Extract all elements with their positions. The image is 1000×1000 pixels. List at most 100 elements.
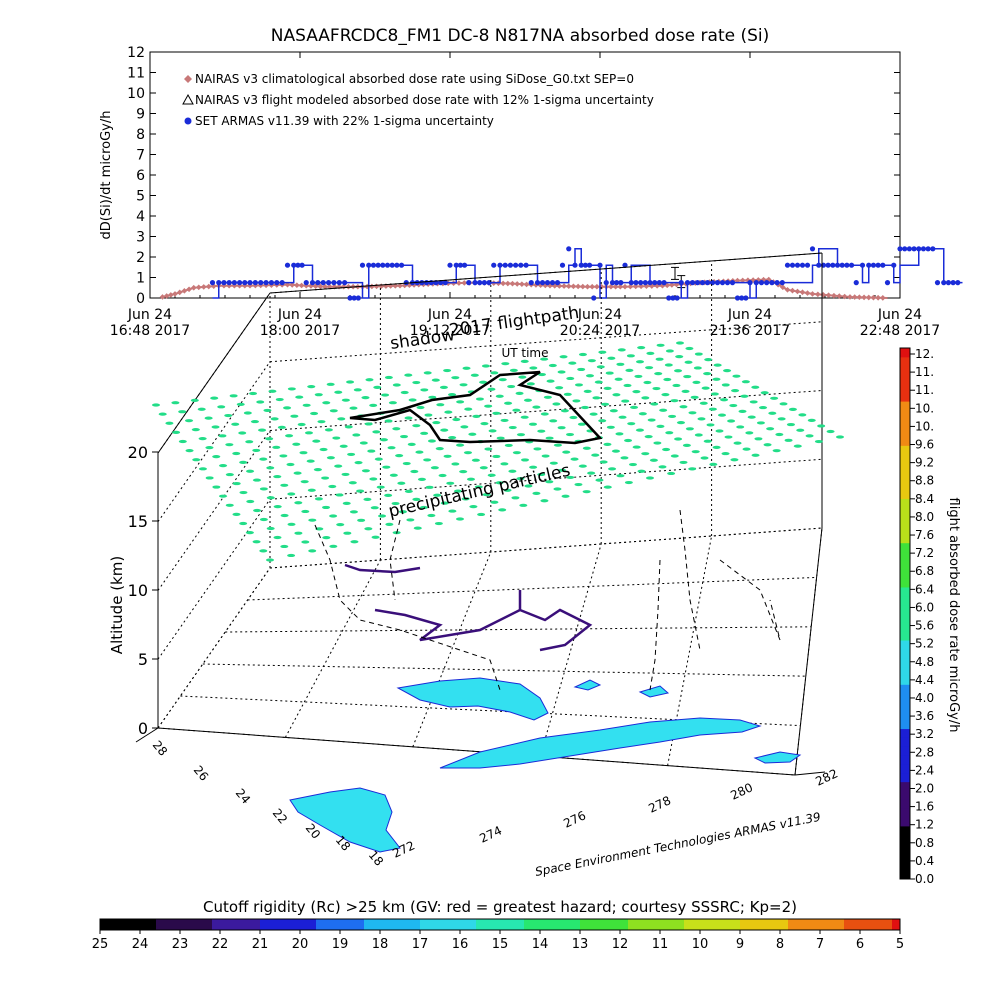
particle-mark [212, 485, 221, 489]
particle-mark [775, 432, 784, 437]
colorbar-swatch [900, 790, 910, 800]
colorbar-tick-label: 8.0 [915, 510, 934, 524]
colorbar-swatch [588, 919, 597, 930]
colorbar-tick-label: 23 [172, 937, 189, 952]
particle-mark [448, 393, 457, 397]
colorbar-swatch [340, 919, 349, 930]
particle-mark [566, 475, 575, 480]
colorbar-swatch [156, 919, 165, 930]
colorbar-swatch [572, 919, 581, 930]
particle-mark [476, 440, 485, 444]
particle-mark [456, 517, 464, 521]
colorbar-tick-label: 8.4 [915, 492, 934, 506]
particle-mark [402, 461, 411, 466]
particle-mark [304, 431, 313, 435]
colorbar-swatch [900, 551, 910, 561]
colorbar-swatch [836, 919, 845, 930]
particle-mark [798, 413, 807, 417]
particle-mark [560, 409, 569, 413]
particle-mark [307, 385, 316, 389]
particle-mark [691, 450, 700, 454]
particle-mark [378, 514, 387, 518]
y-tick-label: 1 [136, 271, 145, 287]
particle-mark [308, 549, 317, 553]
armas-point [844, 262, 850, 268]
colorbar-swatch [244, 919, 253, 930]
particle-mark [361, 396, 370, 400]
colorbar-tick-label: 13 [572, 937, 589, 952]
particle-mark [568, 361, 577, 365]
particle-mark [387, 446, 396, 450]
particle-mark [453, 489, 462, 493]
particle-mark [692, 380, 701, 384]
particle-mark [592, 396, 601, 400]
armas-point [825, 262, 831, 268]
particle-mark [326, 456, 335, 460]
flight-shadow-path [349, 370, 603, 445]
dose-rate-colorbar: 12.11.11.10.10.9.69.28.88.48.07.67.26.86… [899, 347, 934, 886]
colorbar-tick-label: 2.4 [915, 763, 934, 777]
particle-mark [553, 443, 562, 447]
particle-mark [443, 454, 452, 458]
y-tick-label: 9 [136, 107, 145, 123]
colorbar-tick-label: 0.8 [915, 836, 934, 850]
particle-mark [736, 425, 745, 429]
particle-mark [624, 438, 633, 443]
particle-mark [407, 442, 416, 446]
particle-mark [662, 447, 671, 452]
landmass [289, 787, 401, 853]
particle-mark [541, 454, 550, 458]
armas-point [816, 262, 822, 268]
particle-mark [519, 503, 528, 507]
particle-mark [435, 447, 444, 451]
particle-mark [621, 399, 630, 403]
particle-mark [670, 454, 679, 458]
particle-mark [225, 472, 234, 477]
armas-point [906, 246, 912, 252]
armas-point [875, 262, 881, 268]
colorbar-tick-label: 5.6 [915, 619, 934, 633]
colorbar-swatch [732, 919, 741, 930]
armas-series-line [212, 248, 963, 299]
particle-mark [475, 397, 484, 401]
credit-label: Space Environment Technologies ARMAS v11… [534, 810, 822, 879]
wall-grid-line [157, 430, 271, 591]
armas-point [284, 262, 291, 268]
armas-point [884, 280, 891, 286]
lat-tick-label: 18 [333, 833, 354, 854]
colorbar-swatch [756, 919, 765, 930]
particle-mark [258, 428, 267, 432]
particle-mark [552, 402, 561, 406]
particle-mark [759, 405, 768, 410]
altitude-axis-label: Altitude (km) [108, 556, 126, 654]
particle-mark [653, 441, 662, 445]
nairas-point [378, 283, 385, 290]
lat-tick-label: 20 [303, 821, 324, 842]
armas-point [384, 262, 391, 268]
colorbar-swatch [900, 825, 910, 836]
particle-mark [553, 487, 562, 491]
colorbar-tick-label: 7.2 [915, 546, 934, 560]
particle-mark [740, 394, 749, 398]
top-chart-title: NASAAFRCDC8_FM1 DC-8 N817NA absorbed dos… [271, 26, 770, 46]
particle-mark [788, 407, 797, 411]
colorbar-tick-label: 18 [372, 937, 389, 952]
particle-mark [760, 391, 769, 395]
particle-mark [307, 488, 316, 492]
particle-mark [581, 405, 590, 410]
armas-point [820, 262, 827, 268]
nairas-point [186, 286, 192, 293]
colorbar-tick-label: 8.8 [915, 474, 934, 488]
colorbar-tick-label: 2.0 [915, 781, 934, 795]
wall-grid-line [269, 458, 823, 500]
nairas-point [875, 294, 881, 301]
particle-mark [492, 454, 501, 459]
particle-mark [301, 509, 310, 514]
colorbar-swatch [900, 746, 910, 756]
armas-point [839, 262, 845, 268]
particle-mark [266, 466, 275, 470]
armas-point [355, 295, 361, 301]
particle-mark [356, 489, 365, 493]
armas-point [670, 295, 676, 301]
colorbar-swatch [668, 919, 677, 930]
